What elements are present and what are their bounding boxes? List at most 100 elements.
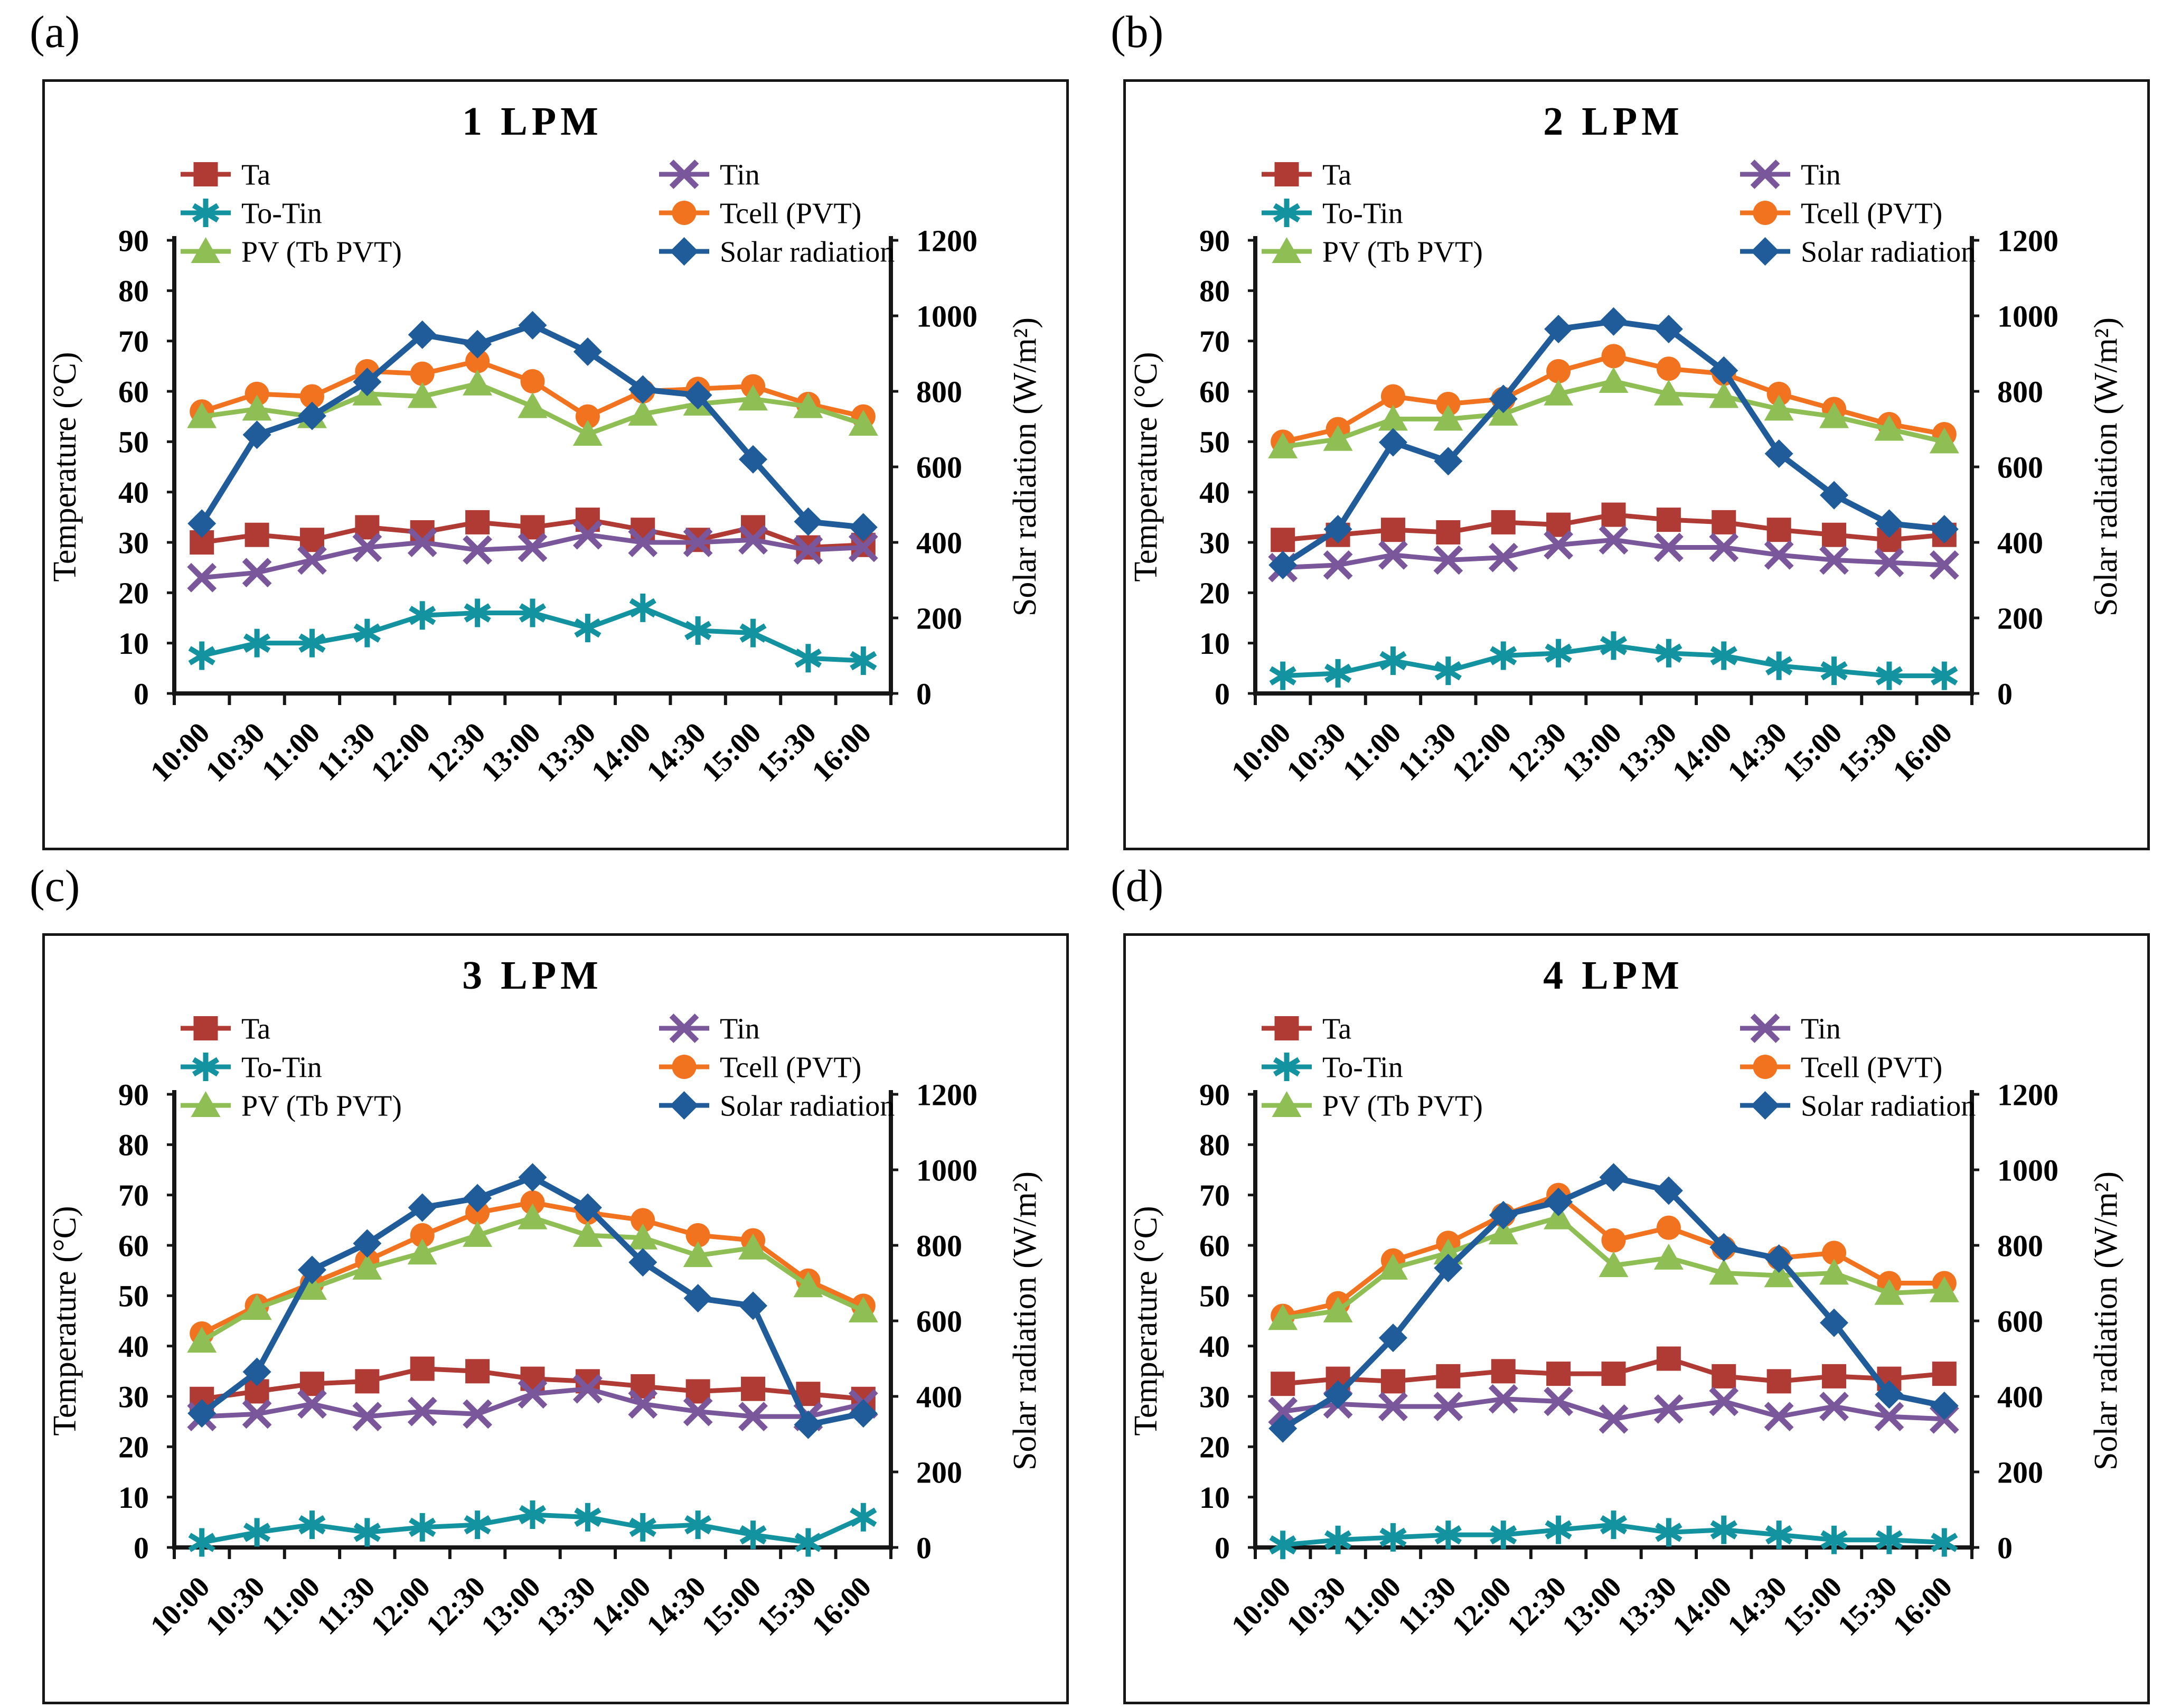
data-point bbox=[1819, 1259, 1849, 1285]
x-marker bbox=[1819, 1392, 1849, 1421]
x-tick-label: 13:30 bbox=[1611, 716, 1683, 788]
data-point bbox=[1491, 1359, 1516, 1384]
asterisk-marker bbox=[353, 618, 381, 647]
circle-marker bbox=[410, 1223, 435, 1247]
data-point bbox=[520, 1190, 545, 1215]
data-point bbox=[1601, 1362, 1626, 1386]
left-tick-label: 20 bbox=[1199, 1430, 1230, 1465]
asterisk-marker bbox=[1490, 641, 1517, 670]
x-marker bbox=[1874, 548, 1904, 578]
series-tin bbox=[187, 520, 878, 593]
asterisk-marker bbox=[1710, 641, 1737, 670]
data-point bbox=[352, 1402, 382, 1432]
data-point bbox=[1875, 1525, 1903, 1554]
x-tick-label: 15:00 bbox=[1776, 716, 1848, 788]
data-point bbox=[1653, 379, 1684, 406]
circle-marker bbox=[1753, 201, 1778, 225]
circle-marker bbox=[1753, 1055, 1778, 1079]
circle-marker bbox=[1822, 1241, 1847, 1265]
data-point bbox=[1268, 1304, 1298, 1330]
legend-marker bbox=[191, 1091, 221, 1117]
circle-marker bbox=[1601, 1228, 1626, 1253]
data-point bbox=[1323, 1380, 1352, 1409]
data-point bbox=[683, 1241, 713, 1268]
diamond-marker bbox=[1654, 315, 1683, 344]
data-point bbox=[1931, 661, 1958, 690]
data-point bbox=[1433, 1392, 1463, 1421]
legend-marker bbox=[1751, 1091, 1780, 1120]
x-marker bbox=[242, 1399, 272, 1429]
asterisk-marker bbox=[353, 1518, 381, 1547]
legend-item-tcell-pvt-: Tcell (PVT) bbox=[1740, 198, 1942, 230]
legend-marker bbox=[1272, 1091, 1302, 1117]
data-point bbox=[1766, 1369, 1791, 1394]
data-point bbox=[848, 1296, 878, 1322]
data-point bbox=[1820, 656, 1848, 686]
data-point bbox=[519, 598, 547, 627]
x-tick-label: 15:00 bbox=[695, 716, 767, 788]
left-tick-label: 50 bbox=[118, 425, 149, 459]
data-point bbox=[187, 562, 217, 593]
data-point bbox=[299, 384, 324, 409]
left-tick-label: 10 bbox=[1199, 626, 1230, 661]
x-tick-label: 15:30 bbox=[1831, 716, 1903, 788]
right-tick-label: 1200 bbox=[1997, 1077, 2058, 1112]
data-point bbox=[407, 1396, 437, 1427]
chart-title: 1 LPM bbox=[462, 99, 603, 144]
left-tick-label: 60 bbox=[1199, 1228, 1230, 1263]
triangle-marker bbox=[1272, 237, 1302, 263]
x-tick-label: 13:30 bbox=[530, 1570, 602, 1642]
data-point bbox=[1323, 514, 1352, 543]
data-point bbox=[1436, 520, 1461, 545]
left-tick-label: 70 bbox=[1199, 1178, 1230, 1213]
x-tick-label: 12:00 bbox=[365, 1570, 437, 1642]
data-point bbox=[1656, 1346, 1681, 1371]
data-point bbox=[849, 513, 878, 542]
data-point bbox=[245, 522, 269, 547]
data-point bbox=[1822, 1364, 1847, 1388]
x-marker bbox=[297, 545, 327, 575]
x-marker bbox=[1544, 1386, 1574, 1416]
asterisk-marker bbox=[1379, 646, 1407, 675]
x-marker bbox=[683, 528, 713, 557]
diamond-marker bbox=[1599, 1163, 1628, 1192]
data-point bbox=[1490, 1521, 1517, 1550]
data-point bbox=[1766, 518, 1791, 542]
data-point bbox=[242, 558, 272, 588]
triangle-marker bbox=[1764, 395, 1794, 421]
data-point bbox=[1929, 1276, 1959, 1302]
data-point bbox=[1822, 522, 1847, 547]
data-point bbox=[1434, 1521, 1462, 1550]
chart-b: 2 LPM 0 10 20 30 40 50 60 70 80 90 0 200 400 600 800 100… bbox=[1128, 99, 2124, 789]
square-marker bbox=[1822, 1364, 1847, 1388]
series-pv-tb-pvt- bbox=[1268, 367, 1959, 458]
data-point bbox=[1271, 528, 1295, 552]
asterisk-marker bbox=[1490, 1521, 1517, 1550]
triangle-marker bbox=[352, 1253, 382, 1280]
data-point bbox=[463, 369, 493, 396]
data-point bbox=[631, 1208, 655, 1233]
chart-box-c: 3 LPM 0 10 20 30 40 50 60 70 80 90 0 200 400 600 800 100… bbox=[42, 933, 1069, 1704]
right-tick-label: 200 bbox=[916, 601, 962, 635]
data-point bbox=[1874, 548, 1904, 578]
data-point bbox=[352, 532, 382, 562]
diamond-marker bbox=[518, 311, 547, 340]
data-point bbox=[1324, 659, 1352, 688]
square-marker bbox=[355, 1369, 380, 1394]
triangle-marker bbox=[1709, 1259, 1739, 1285]
legend-item-solar-radiation: Solar radiation bbox=[1740, 236, 1976, 269]
data-point bbox=[242, 1357, 271, 1386]
data-point bbox=[1268, 550, 1298, 579]
x-marker bbox=[187, 562, 217, 593]
triangle-marker bbox=[628, 399, 658, 426]
data-point bbox=[409, 1513, 436, 1542]
left-tick-label: 0 bbox=[134, 677, 149, 711]
square-marker bbox=[1274, 162, 1299, 186]
legend-item-tin: Tin bbox=[1740, 1013, 1841, 1046]
data-point bbox=[572, 420, 603, 446]
x-tick-label: 12:30 bbox=[1501, 1570, 1573, 1642]
data-point bbox=[628, 1248, 657, 1277]
data-point bbox=[464, 1510, 491, 1540]
left-tick-label: 0 bbox=[1215, 1531, 1230, 1565]
